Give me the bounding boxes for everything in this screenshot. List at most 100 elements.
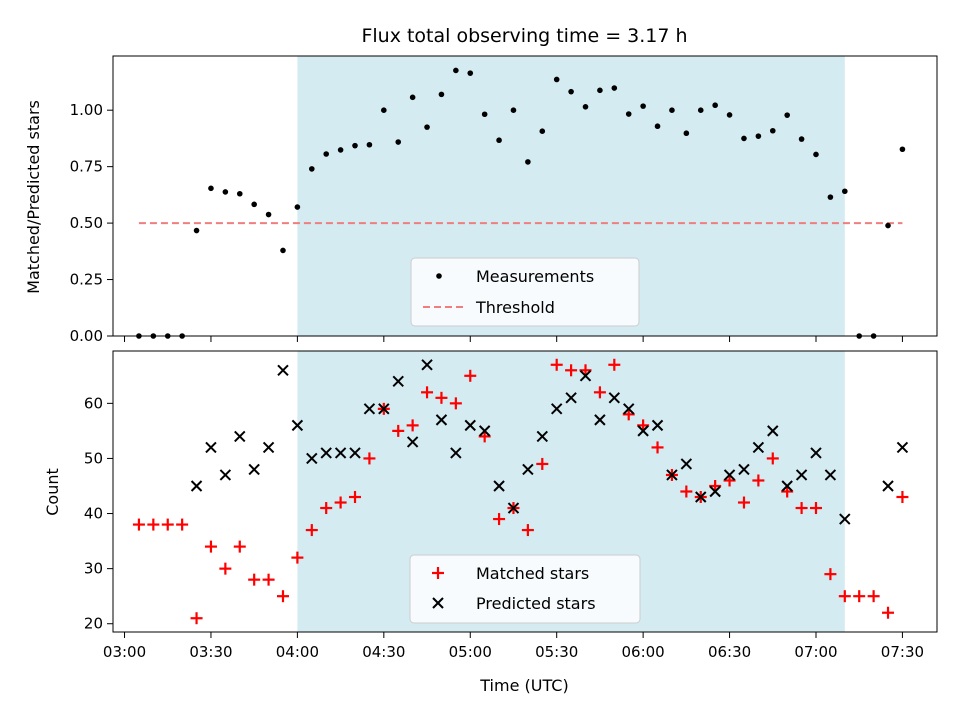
matched-point-29 — [550, 358, 563, 371]
predicted-point-12 — [306, 452, 318, 465]
predicted-point-49 — [839, 513, 851, 525]
legend-threshold-label: Threshold — [475, 298, 555, 317]
predicted-point-32 — [594, 414, 606, 426]
predicted-point-45 — [781, 480, 793, 492]
measurement-point-10 — [280, 247, 286, 254]
matched-point-14 — [334, 496, 347, 509]
matched-point-50 — [853, 590, 866, 603]
predicted-point-43 — [752, 441, 765, 454]
measurement-point-21 — [438, 91, 445, 98]
count-legend-box — [409, 554, 641, 624]
matched-point-47 — [809, 502, 822, 515]
matched-point-4 — [190, 612, 203, 625]
matched-point-6 — [219, 562, 232, 575]
legend-matched-label: Matched stars — [476, 564, 589, 583]
ratio-legend-box — [410, 257, 640, 327]
top-ytick-label-2: 0.50 — [70, 214, 103, 232]
predicted-point-24 — [478, 425, 491, 437]
predicted-point-11 — [291, 419, 304, 432]
matched-point-1 — [147, 518, 160, 531]
measurement-point-28 — [539, 128, 546, 134]
top-ytick-label-4: 1.00 — [70, 101, 103, 119]
matched-point-31 — [579, 364, 592, 377]
matched-point-49 — [838, 590, 851, 603]
measurement-point-46 — [798, 136, 805, 142]
measurement-point-47 — [813, 151, 819, 158]
measurement-point-26 — [510, 107, 517, 113]
predicted-point-37 — [666, 469, 678, 481]
legend-measurements-label: Measurements — [476, 267, 594, 286]
matched-point-2 — [161, 518, 174, 531]
matched-point-18 — [392, 424, 405, 437]
matched-point-25 — [493, 513, 506, 526]
predicted-point-29 — [550, 403, 563, 415]
matched-point-16 — [363, 452, 376, 465]
predicted-point-6 — [219, 469, 232, 481]
measurement-point-29 — [553, 76, 560, 83]
matched-point-51 — [867, 590, 880, 603]
measurement-point-32 — [597, 87, 603, 94]
measurement-point-23 — [467, 70, 474, 76]
matched-point-7 — [233, 540, 246, 553]
matched-point-13 — [320, 502, 333, 515]
ratio-y-axis-label: Matched/Predicted stars — [24, 100, 43, 294]
bot-ytick-label-2: 40 — [84, 505, 103, 523]
count-panel-frame — [112, 350, 938, 633]
matched-point-30 — [565, 364, 578, 377]
measurement-points — [136, 67, 906, 339]
predicted-point-10 — [277, 364, 289, 376]
bot-ytick-label-1: 30 — [84, 560, 103, 578]
predicted-point-13 — [320, 447, 332, 459]
x-axis-label: Time (UTC) — [479, 676, 568, 695]
measurement-point-22 — [453, 67, 459, 74]
measurement-point-36 — [654, 123, 661, 130]
predicted-point-26 — [507, 502, 520, 514]
x-tick-label-7: 06:30 — [708, 643, 751, 661]
predicted-point-41 — [723, 469, 736, 481]
matched-point-8 — [248, 573, 261, 586]
predicted-point-33 — [608, 392, 621, 404]
measurement-point-24 — [481, 111, 488, 118]
measurement-point-53 — [899, 146, 906, 153]
x-tick-label-2: 04:00 — [276, 643, 319, 661]
predicted-point-20 — [421, 359, 433, 371]
predicted-point-30 — [565, 392, 577, 404]
matched-star-points — [132, 358, 909, 625]
predicted-point-22 — [450, 447, 462, 459]
matched-point-5 — [204, 540, 217, 553]
legend-matched-marker — [432, 567, 444, 579]
measurement-point-27 — [525, 159, 531, 165]
count-panel: 20 30 40 50 60 03:00 03:30 04:00 04:30 05:00 05:30… — [43, 350, 938, 695]
matched-point-36 — [651, 441, 664, 454]
x-tick-label-4: 05:00 — [449, 643, 492, 661]
x-tick-label-6: 06:00 — [622, 643, 665, 661]
measurement-point-41 — [726, 112, 733, 118]
measurement-point-52 — [885, 222, 891, 229]
matched-point-43 — [752, 474, 765, 487]
ratio-panel: 0.00 0.25 0.50 0.75 1.00 Matched/Predicted s… — [24, 55, 938, 345]
measurement-point-18 — [395, 139, 402, 145]
matched-point-0 — [132, 518, 145, 531]
predicted-point-15 — [349, 447, 361, 459]
predicted-point-7 — [234, 430, 246, 443]
ratio-panel-ticks: 0.00 0.25 0.50 0.75 1.00 — [70, 101, 903, 345]
predicted-point-35 — [637, 425, 649, 437]
matched-point-21 — [435, 391, 448, 404]
ratio-panel-legend: Measurements Threshold — [410, 257, 640, 327]
matched-point-38 — [680, 485, 693, 498]
predicted-point-21 — [435, 414, 448, 426]
predicted-point-25 — [493, 480, 505, 492]
measurement-point-15 — [352, 142, 358, 149]
measurement-point-9 — [265, 211, 272, 218]
matched-point-40 — [709, 479, 722, 492]
measurement-point-6 — [222, 189, 229, 195]
matched-point-10 — [276, 590, 289, 603]
measurement-point-14 — [337, 147, 344, 153]
predicted-point-36 — [651, 419, 664, 432]
predicted-point-53 — [896, 441, 909, 454]
predicted-star-points — [190, 359, 909, 525]
measurement-point-42 — [741, 135, 747, 142]
measurement-point-33 — [611, 85, 618, 91]
matched-point-20 — [421, 386, 434, 399]
